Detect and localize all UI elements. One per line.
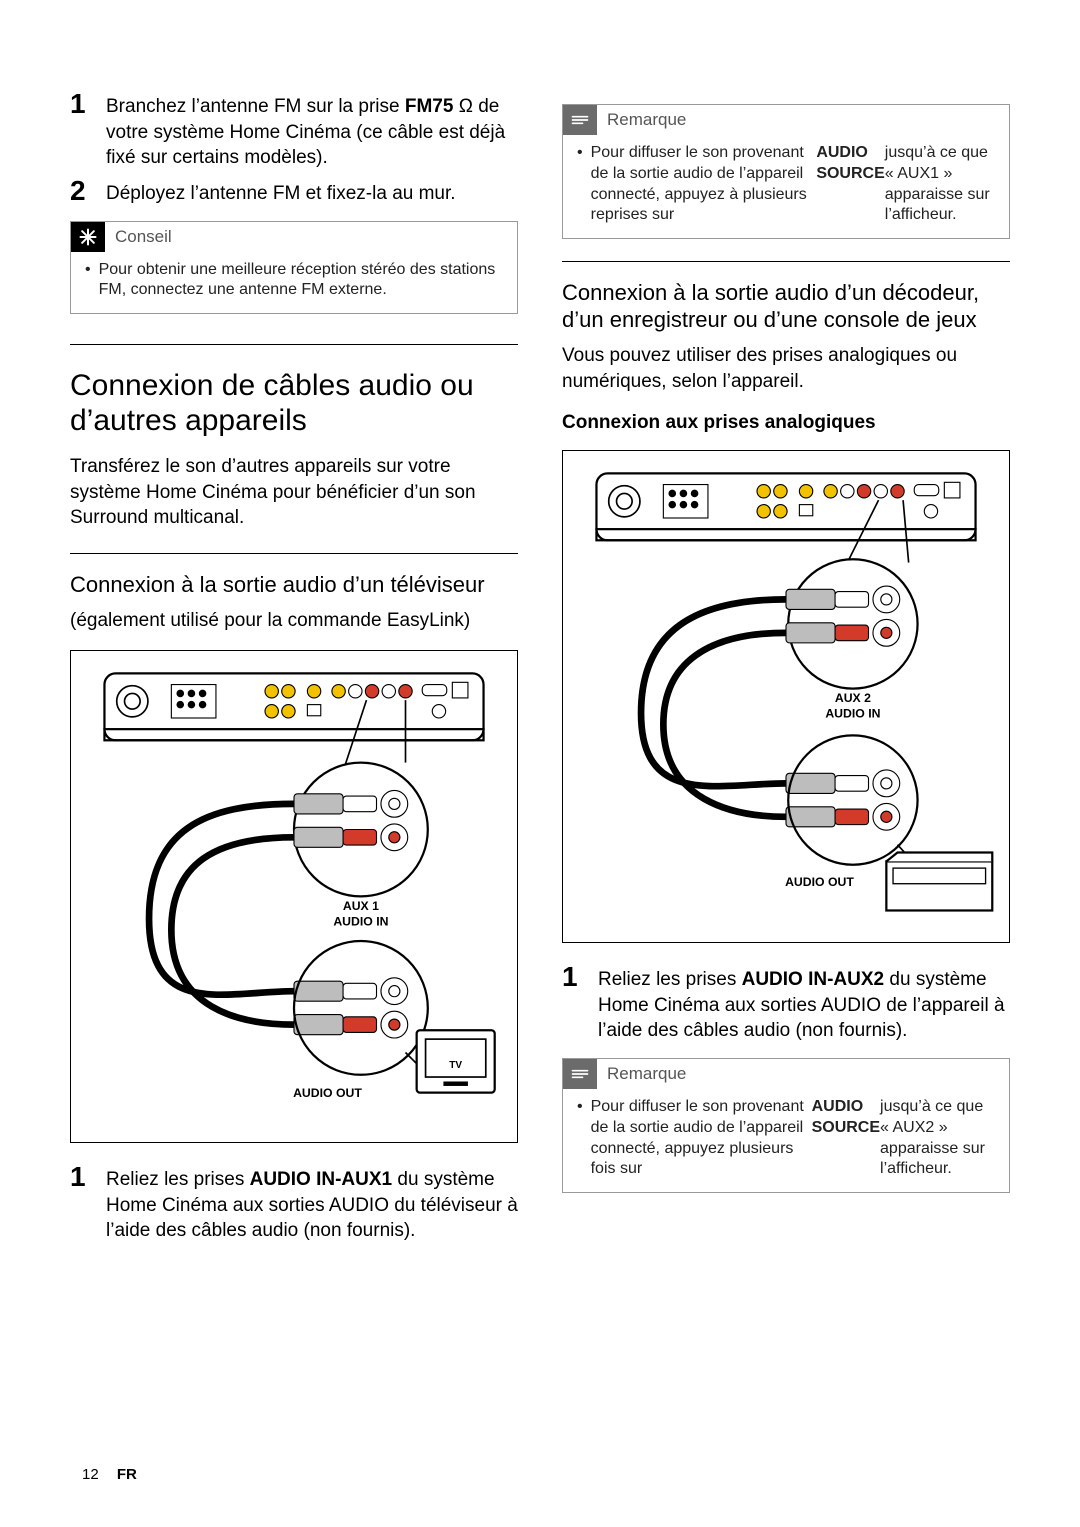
step-number: 1: [70, 1163, 106, 1244]
step-item: 2 Déployez l’antenne FM et fixez-la au m…: [70, 177, 518, 207]
remark-title: Remarque: [597, 1060, 696, 1088]
diagram-device-connection: AUX 2 AUDIO IN: [562, 450, 1010, 943]
step-item: 1 Branchez l’antenne FM sur la prise FM7…: [70, 90, 518, 171]
section-heading: Connexion de câbles audio ou d’autres ap…: [70, 369, 518, 438]
tip-title: Conseil: [105, 223, 182, 251]
step-text: Branchez l’antenne FM sur la prise FM75 …: [106, 90, 518, 171]
step-item: 1 Reliez les prises AUDIO IN-AUX2 du sys…: [562, 963, 1010, 1044]
step-number: 2: [70, 177, 106, 207]
remark-box: Remarque Pour diffuser le son provenant …: [562, 1058, 1010, 1193]
subsection-rule: [70, 553, 518, 554]
section-rule: [70, 344, 518, 345]
step-number: 1: [562, 963, 598, 1044]
subsection-rule: [562, 261, 1010, 262]
asterisk-icon: [71, 222, 105, 252]
audio-out-label: AUDIO OUT: [785, 875, 854, 889]
step-item: 1 Reliez les prises AUDIO IN-AUX1 du sys…: [70, 1163, 518, 1244]
section-intro: Transférez le son d’autres appareils sur…: [70, 454, 518, 531]
diagram-tv-connection: AUX 1 AUDIO IN: [70, 650, 518, 1143]
remark-title: Remarque: [597, 106, 696, 134]
subsection-note: (également utilisé pour la commande Easy…: [70, 608, 518, 634]
subsection-heading: Connexion à la sortie audio d’un décodeu…: [562, 280, 1010, 333]
right-column: Remarque Pour diffuser le son provenant …: [562, 90, 1010, 1250]
step-text: Déployez l’antenne FM et fixez-la au mur…: [106, 177, 456, 207]
antenna-steps: 1 Branchez l’antenne FM sur la prise FM7…: [70, 90, 518, 207]
step-text: Reliez les prises AUDIO IN-AUX2 du systè…: [598, 963, 1010, 1044]
audio-in-label: AUDIO IN: [333, 914, 388, 928]
tip-box: Conseil Pour obtenir une meilleure récep…: [70, 221, 518, 315]
generic-device: [886, 853, 992, 911]
page-number: 12: [82, 1466, 99, 1483]
language-code: FR: [117, 1466, 137, 1483]
audio-in-label: AUDIO IN: [825, 707, 880, 721]
tv-device: TV: [417, 1030, 495, 1092]
system-back-panel: [104, 674, 483, 741]
tv-label: TV: [449, 1060, 462, 1071]
remark-text: Pour diffuser le son provenant de la sor…: [577, 143, 995, 226]
note-icon: [563, 1059, 597, 1089]
left-column: 1 Branchez l’antenne FM sur la prise FM7…: [70, 90, 518, 1250]
audio-out-label: AUDIO OUT: [293, 1086, 362, 1100]
sub-subsection-heading: Connexion aux prises analogiques: [562, 412, 1010, 434]
device-steps: 1 Reliez les prises AUDIO IN-AUX2 du sys…: [562, 963, 1010, 1044]
remark-box: Remarque Pour diffuser le son provenant …: [562, 104, 1010, 239]
tv-steps: 1 Reliez les prises AUDIO IN-AUX1 du sys…: [70, 1163, 518, 1244]
step-text: Reliez les prises AUDIO IN-AUX1 du systè…: [106, 1163, 518, 1244]
system-back-panel: [596, 474, 975, 541]
page-footer: 12 FR: [82, 1466, 137, 1483]
aux-label: AUX 2: [835, 691, 871, 705]
step-number: 1: [70, 90, 106, 171]
subsection-text: Vous pouvez utiliser des prises analogiq…: [562, 343, 1010, 394]
remark-text: Pour diffuser le son provenant de la sor…: [577, 1097, 995, 1180]
tip-text: Pour obtenir une meilleure réception sté…: [85, 260, 503, 302]
aux-label: AUX 1: [343, 899, 379, 913]
subsection-heading: Connexion à la sortie audio d’un télévis…: [70, 572, 518, 598]
note-icon: [563, 105, 597, 135]
